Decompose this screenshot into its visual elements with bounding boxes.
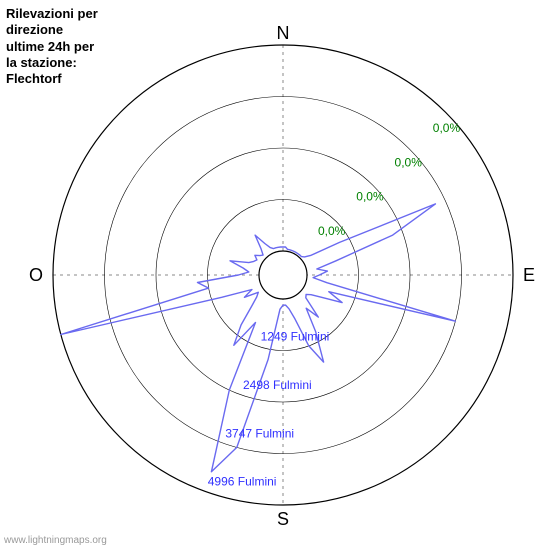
chart-container: Rilevazioni per direzione ultime 24h per… bbox=[0, 0, 550, 550]
ring-percent-label: 0,0% bbox=[356, 190, 384, 204]
chart-footer: www.lightningmaps.org bbox=[4, 535, 107, 546]
ring-percent-label: 0,0% bbox=[318, 224, 346, 238]
ring-count-label: 1249 Fulmini bbox=[261, 330, 330, 344]
compass-s: S bbox=[277, 509, 289, 529]
polar-chart: N S E O 0,0% 0,0% 0,0% 0,0% 1249 Fulmini 2498 Ful… bbox=[0, 0, 550, 550]
ring-count-label: 2498 Fulmini bbox=[243, 378, 312, 392]
compass-w: O bbox=[29, 265, 43, 285]
ring-count-label: 4996 Fulmini bbox=[208, 475, 277, 489]
compass-n: N bbox=[277, 23, 290, 43]
ring-count-label: 3747 Fulmini bbox=[225, 426, 294, 440]
ring-percent-label: 0,0% bbox=[395, 155, 423, 169]
ring-percent-label: 0,0% bbox=[433, 121, 461, 135]
compass-e: E bbox=[523, 265, 535, 285]
